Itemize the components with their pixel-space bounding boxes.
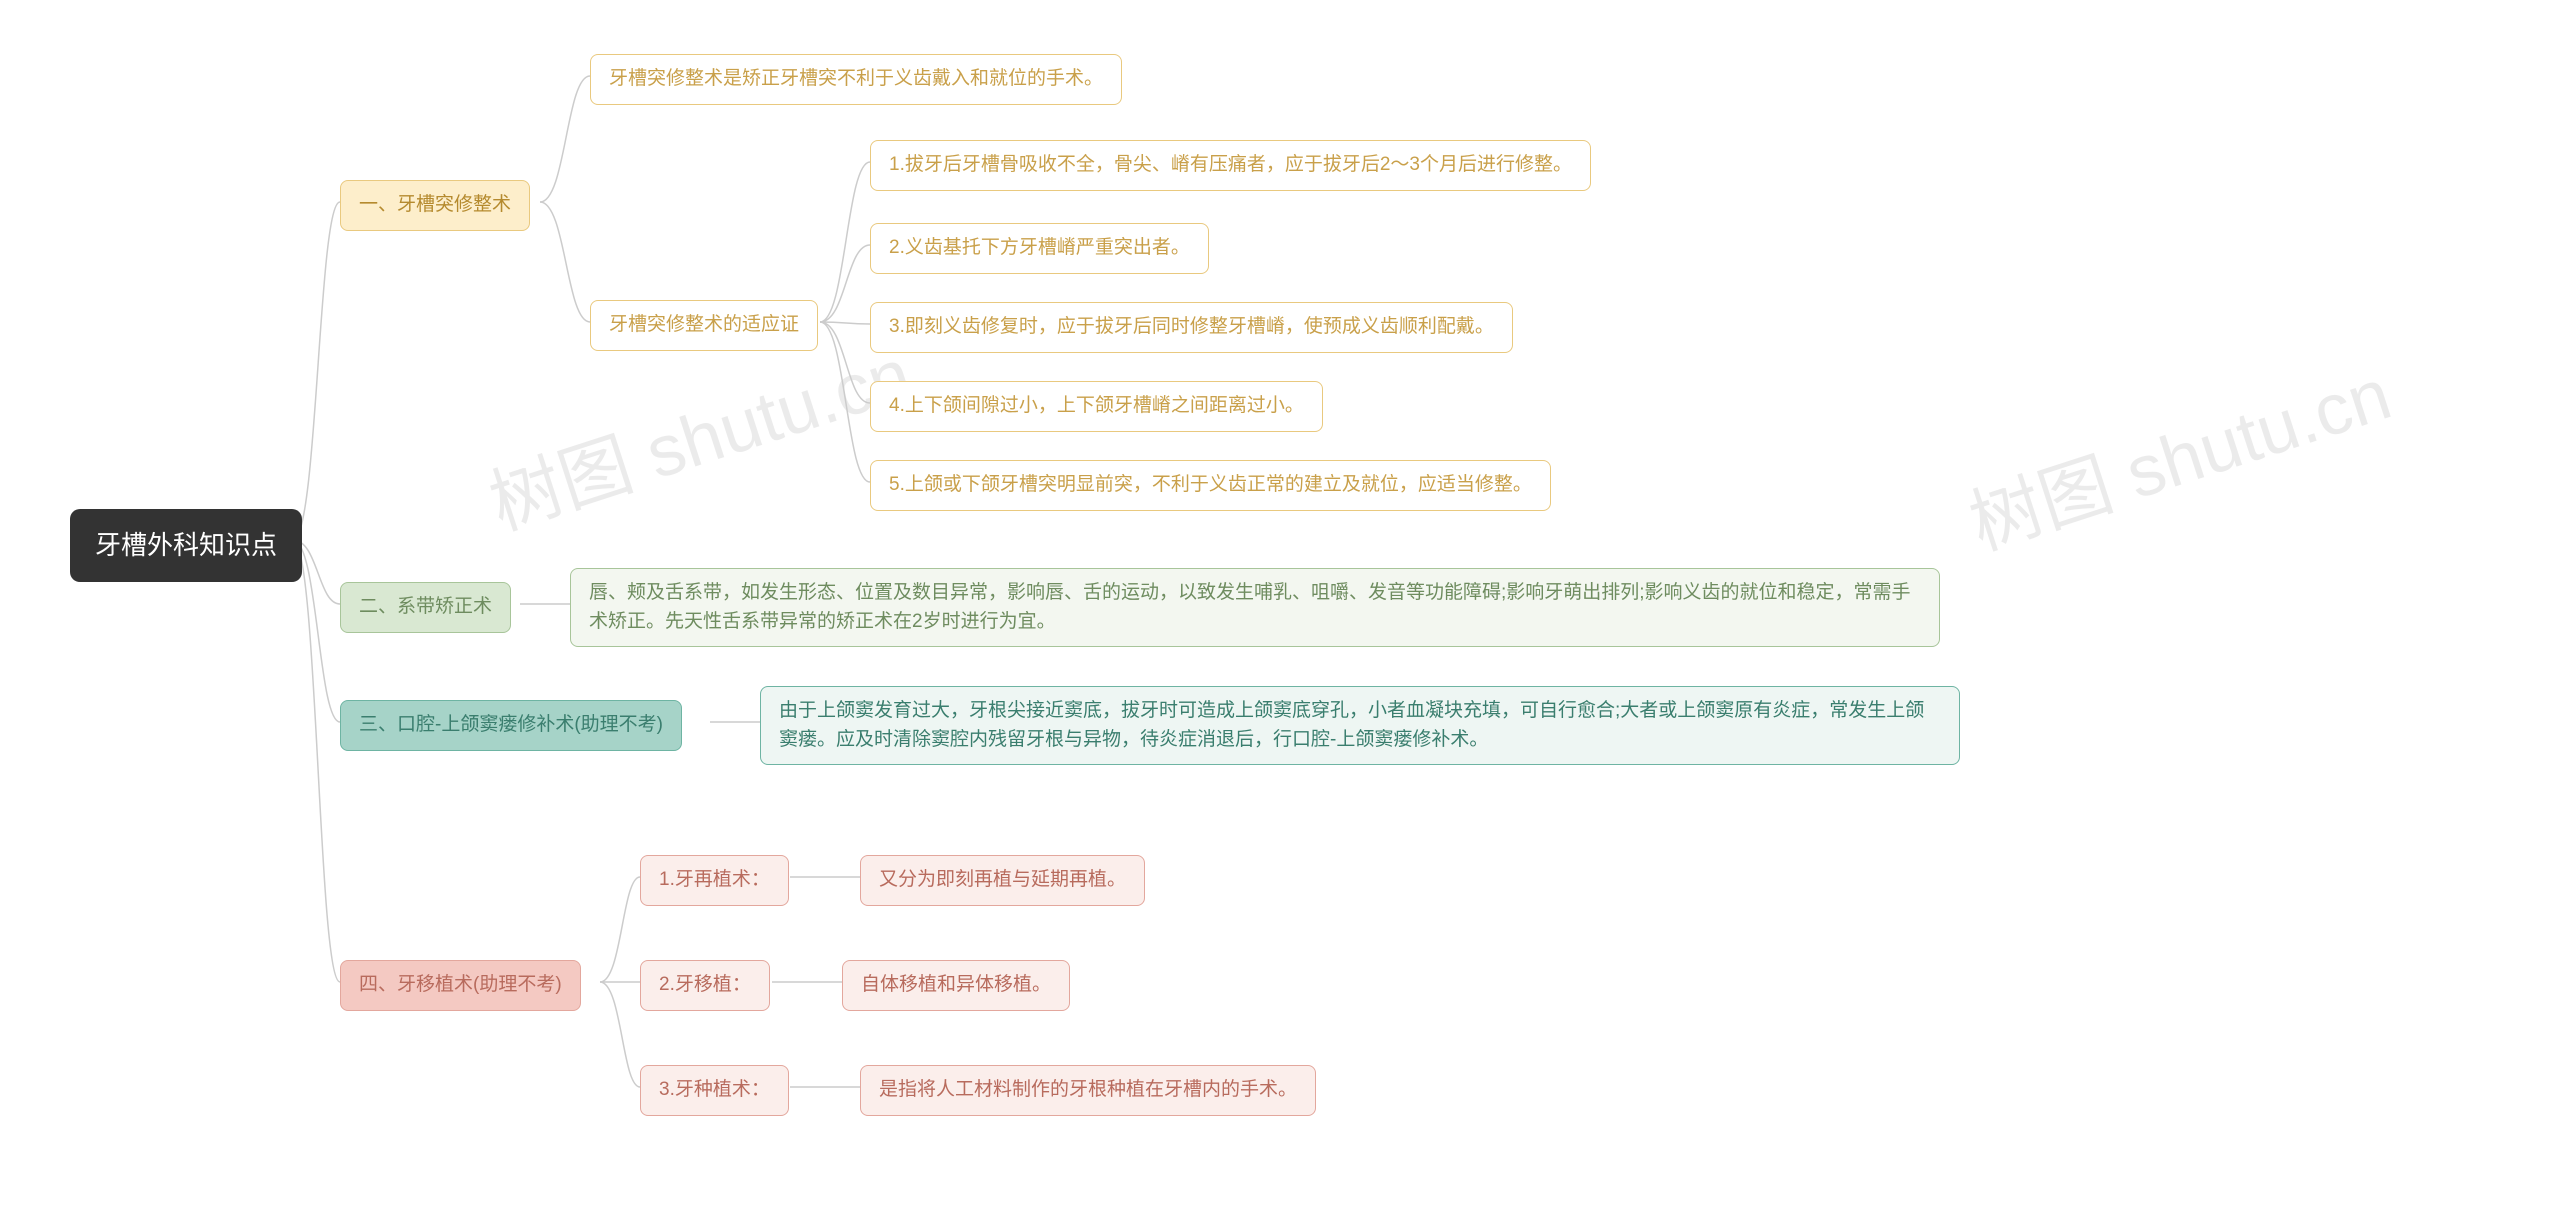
branch-1-child-2-item-5[interactable]: 5.上颌或下颌牙槽突明显前突，不利于义齿正常的建立及就位，应适当修整。 — [870, 460, 1551, 511]
branch-4[interactable]: 四、牙移植术(助理不考) — [340, 960, 581, 1011]
branch-2[interactable]: 二、系带矫正术 — [340, 582, 511, 633]
watermark: 树图 shutu.cn — [1954, 335, 2401, 570]
branch-1[interactable]: 一、牙槽突修整术 — [340, 180, 530, 231]
branch-1-child-2-item-2[interactable]: 2.义齿基托下方牙槽嵴严重突出者。 — [870, 223, 1209, 274]
branch-3[interactable]: 三、口腔-上颌窦瘘修补术(助理不考) — [340, 700, 682, 751]
branch-1-child-2-item-3[interactable]: 3.即刻义齿修复时，应于拔牙后同时修整牙槽嵴，使预成义齿顺利配戴。 — [870, 302, 1513, 353]
branch-4-child-3-detail[interactable]: 是指将人工材料制作的牙根种植在牙槽内的手术。 — [860, 1065, 1316, 1116]
branch-4-child-2[interactable]: 2.牙移植： — [640, 960, 770, 1011]
branch-4-child-3[interactable]: 3.牙种植术： — [640, 1065, 789, 1116]
branch-1-child-2[interactable]: 牙槽突修整术的适应证 — [590, 300, 818, 351]
branch-4-child-1-detail[interactable]: 又分为即刻再植与延期再植。 — [860, 855, 1145, 906]
branch-1-child-1[interactable]: 牙槽突修整术是矫正牙槽突不利于义齿戴入和就位的手术。 — [590, 54, 1122, 105]
branch-3-child-1[interactable]: 由于上颌窦发育过大，牙根尖接近窦底，拔牙时可造成上颌窦底穿孔，小者血凝块充填，可… — [760, 686, 1960, 765]
branch-1-child-2-item-1[interactable]: 1.拔牙后牙槽骨吸收不全，骨尖、嵴有压痛者，应于拔牙后2～3个月后进行修整。 — [870, 140, 1591, 191]
root-node[interactable]: 牙槽外科知识点 — [70, 509, 302, 582]
mindmap-canvas: 树图 shutu.cn 树图 shutu.cn — [0, 0, 2560, 1215]
branch-1-child-2-item-4[interactable]: 4.上下颌间隙过小，上下颌牙槽嵴之间距离过小。 — [870, 381, 1323, 432]
branch-2-child-1[interactable]: 唇、颊及舌系带，如发生形态、位置及数目异常，影响唇、舌的运动，以致发生哺乳、咀嚼… — [570, 568, 1940, 647]
branch-4-child-1[interactable]: 1.牙再植术： — [640, 855, 789, 906]
branch-4-child-2-detail[interactable]: 自体移植和异体移植。 — [842, 960, 1070, 1011]
